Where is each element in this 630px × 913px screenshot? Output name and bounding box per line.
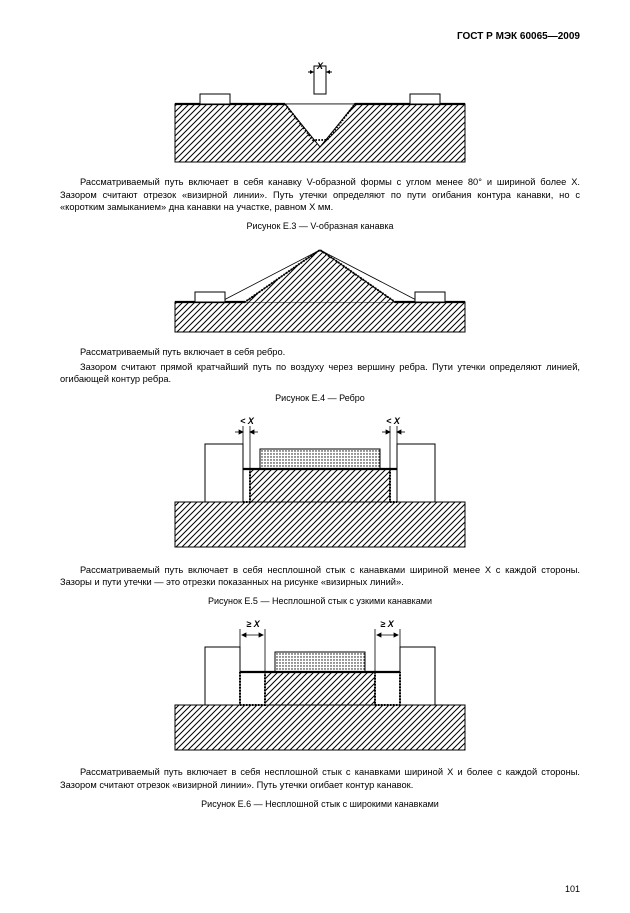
figure-e6-caption: Рисунок Е.6 — Несплошной стык с широкими… bbox=[60, 798, 580, 810]
figure-e5-svg: < X < X bbox=[165, 414, 475, 554]
figure-e5-caption: Рисунок Е.5 — Несплошной стык с узкими к… bbox=[60, 595, 580, 607]
figure-e6: ≥ X ≥ X bbox=[60, 617, 580, 761]
page-number: 101 bbox=[565, 883, 580, 895]
figure-e4-text1: Рассматриваемый путь включает в себя реб… bbox=[60, 346, 580, 359]
figure-e3-caption: Рисунок Е.3 — V-образная канавка bbox=[60, 220, 580, 232]
figure-e3-text: Рассматриваемый путь включает в себя кан… bbox=[60, 176, 580, 214]
page: ГОСТ Р МЭК 60065—2009 bbox=[0, 0, 630, 913]
doc-header: ГОСТ Р МЭК 60065—2009 bbox=[60, 30, 580, 44]
figure-e3-svg: X bbox=[165, 62, 475, 167]
figure-e4 bbox=[60, 242, 580, 341]
figure-e6-text: Рассматриваемый путь включает в себя нес… bbox=[60, 766, 580, 791]
figure-e5-text: Рассматриваемый путь включает в себя нес… bbox=[60, 564, 580, 589]
figure-e6-svg: ≥ X ≥ X bbox=[165, 617, 475, 757]
figure-e6-xright: ≥ X bbox=[380, 619, 394, 629]
figure-e5-xleft: < X bbox=[240, 416, 255, 426]
figure-e4-svg bbox=[165, 242, 475, 337]
figure-e4-text2: Зазором считают прямой кратчайший путь п… bbox=[60, 361, 580, 386]
figure-e3: X bbox=[60, 62, 580, 171]
figure-e4-caption: Рисунок Е.4 — Ребро bbox=[60, 392, 580, 404]
figure-e5-xright: < X bbox=[386, 416, 401, 426]
figure-e3-xlabel: X bbox=[316, 62, 324, 71]
figure-e5: < X < X bbox=[60, 414, 580, 558]
figure-e6-xleft: ≥ X bbox=[246, 619, 260, 629]
